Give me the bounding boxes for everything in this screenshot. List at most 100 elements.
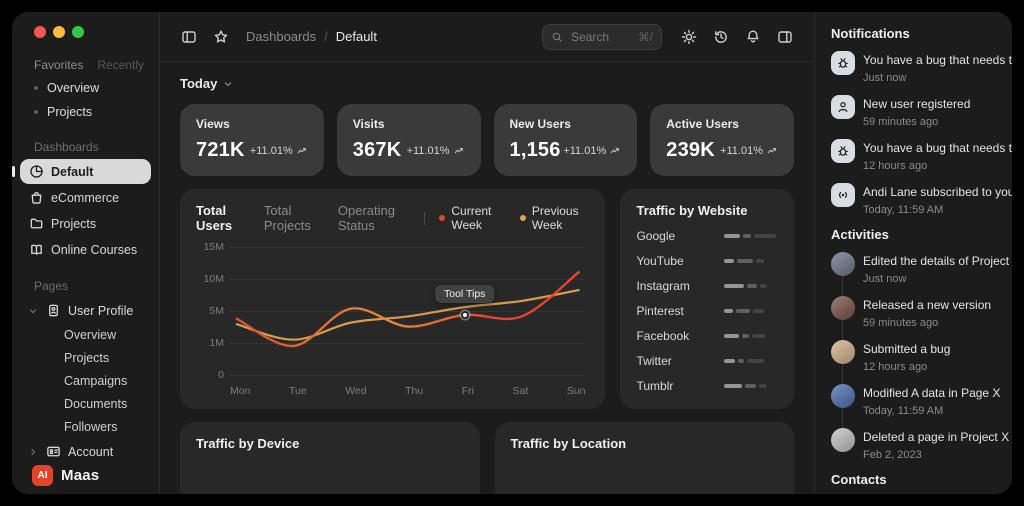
chev-right	[31, 448, 36, 455]
chev-down	[225, 81, 232, 86]
stat-value: 1,156	[509, 139, 561, 161]
traffic-bar-segment	[736, 309, 750, 313]
website-traffic-bar	[724, 234, 778, 238]
breadcrumb: Dashboards / Default	[246, 29, 377, 44]
activity-title: Edited the details of Project X	[863, 254, 1012, 268]
app-logo: AI Maas	[20, 465, 151, 486]
search-shortcut: ⌘/	[638, 31, 653, 44]
sidebar-toggle-icon[interactable]	[176, 24, 202, 50]
right-sidebar: Notifications You have a bug that needs …	[814, 12, 1012, 494]
sidebar-item-overview[interactable]: Overview	[20, 76, 151, 100]
tab-total-projects[interactable]: Total Projects	[263, 203, 311, 233]
avatar	[831, 296, 855, 320]
activity-item[interactable]: Edited the details of Project X Just now	[831, 252, 1012, 285]
traffic-bar-segment	[742, 334, 749, 338]
sidebar-item-default[interactable]: Default	[12, 159, 151, 184]
traffic-bar-segment	[752, 334, 766, 338]
sidebar-subitem-projects[interactable]: Projects	[64, 351, 110, 365]
sidebar-item-projects[interactable]: Projects	[20, 211, 151, 236]
activity-item[interactable]: Modified A data in Page X Today, 11:59 AM	[831, 384, 1000, 417]
tab-total-users[interactable]: Total Users	[196, 203, 233, 233]
activity-item[interactable]: Released a new version 59 minutes ago	[831, 296, 996, 329]
right-panel-toggle-icon[interactable]	[772, 24, 798, 50]
y-axis-tick: 0	[218, 369, 224, 381]
left-sidebar: Favorites Recently Overview Projects Dash…	[12, 12, 160, 494]
sidebar-subitem-followers[interactable]: Followers	[64, 420, 118, 434]
sidebar-subitem-documents[interactable]: Documents	[64, 397, 128, 411]
notifications-bell-icon[interactable]	[740, 24, 766, 50]
stat-value: 367K	[352, 139, 402, 161]
stat-value: 239K	[666, 139, 715, 161]
main-area: Dashboards / Default ⌘/ Today Views 721K +…	[160, 12, 814, 494]
activity-item[interactable]: Submitted a bug 12 hours ago	[831, 340, 996, 373]
search	[552, 32, 562, 41]
user-icon	[838, 102, 848, 112]
sidebar-subitem-campaigns[interactable]: Campaigns	[64, 374, 128, 388]
notification-item[interactable]: New user registered 59 minutes ago	[831, 95, 996, 128]
website-name: Tumblr	[636, 379, 674, 393]
chart-gridlines	[230, 247, 586, 376]
website-traffic-bar	[724, 309, 778, 313]
bullet-dot-icon	[34, 110, 38, 114]
sidebar-item-account[interactable]: Account	[20, 439, 151, 464]
search-input[interactable]	[569, 28, 633, 45]
x-axis-tick: Tue	[288, 385, 307, 397]
stat-label: New Users	[509, 117, 571, 131]
app-window: Favorites Recently Overview Projects Dash…	[12, 12, 1012, 494]
tab-favorites[interactable]: Favorites	[34, 58, 84, 72]
chart-plot	[230, 247, 585, 375]
activity-title: Deleted a page in Project X	[863, 430, 1010, 444]
minimize-button[interactable]	[53, 26, 65, 38]
traffic-bar-segment	[724, 384, 742, 388]
sidebar-item-ecommerce[interactable]: eCommerce	[20, 185, 151, 210]
activity-title: Submitted a bug	[863, 342, 951, 356]
history-icon[interactable]	[708, 24, 734, 50]
pages-list: User Profile Overview Projects Campaigns Doc…	[20, 297, 151, 465]
traffic-bar-segment	[756, 259, 764, 263]
close-button[interactable]	[34, 26, 46, 38]
x-axis-tick: Wed	[345, 385, 367, 397]
traffic-bar-segment	[724, 234, 740, 238]
search-box[interactable]: ⌘/	[542, 23, 662, 50]
period-dropdown[interactable]: Today	[180, 76, 794, 91]
trend-up-icon	[611, 148, 619, 154]
chev-down	[29, 308, 37, 313]
chart-header: Total Users Total Projects Operating Statu…	[196, 203, 589, 233]
website-name: Instagram	[636, 279, 690, 293]
y-axis-tick: 5M	[209, 305, 224, 317]
dashboards-list: Default eCommerce Projects Online Courses	[12, 158, 151, 263]
breadcrumb-current: Default	[335, 29, 377, 44]
activity-item[interactable]: Deleted a page in Project X Feb 2, 2023	[831, 428, 1009, 461]
website-traffic-bar	[724, 259, 778, 263]
trend-up-icon	[454, 148, 463, 154]
sidebar-item-label: Default	[51, 164, 94, 179]
notification-item[interactable]: You have a bug that needs t... 12 hours a…	[831, 139, 1012, 172]
traffic-bar-segment	[754, 234, 776, 238]
stat-cards-row: Views 721K +11.01% Visits 367K +11.01% New Use…	[180, 104, 794, 176]
card-title: Traffic by Device	[196, 436, 300, 451]
bug-icon	[838, 58, 848, 68]
sidebar-subitem-overview[interactable]: Overview	[64, 328, 117, 342]
period-label: Today	[180, 76, 218, 91]
theme-sun-icon[interactable]	[676, 24, 702, 50]
website-row-tumblr: Tumblr	[636, 379, 778, 393]
activities-section: Activities Edited the details of Project…	[831, 227, 1012, 461]
traffic-bar-segment	[747, 359, 764, 363]
legend-previous-week[interactable]: Previous Week	[519, 204, 590, 232]
star-icon[interactable]	[208, 24, 234, 50]
id-badge-icon	[49, 304, 58, 317]
sidebar-item-projects[interactable]: Projects	[20, 100, 151, 124]
tab-operating-status[interactable]: Operating Status	[337, 203, 395, 233]
sidebar-item-user-profile[interactable]: User Profile	[20, 298, 151, 323]
section-label-pages: Pages	[34, 279, 69, 293]
zoom-button[interactable]	[72, 26, 84, 38]
legend-current-week[interactable]: Current Week	[439, 204, 504, 232]
website-traffic-bar	[724, 284, 778, 288]
sidebar-item-online-courses[interactable]: Online Courses	[20, 237, 151, 262]
series-previous-week-line	[237, 290, 579, 340]
traffic-bar-segment	[724, 334, 739, 338]
breadcrumb-dashboards[interactable]: Dashboards	[246, 29, 317, 44]
tab-recently[interactable]: Recently	[97, 58, 145, 72]
notification-item[interactable]: You have a bug that needs t... Just now	[831, 51, 1012, 84]
notification-item[interactable]: Andi Lane subscribed to you Today, 11:59 …	[831, 183, 1012, 216]
